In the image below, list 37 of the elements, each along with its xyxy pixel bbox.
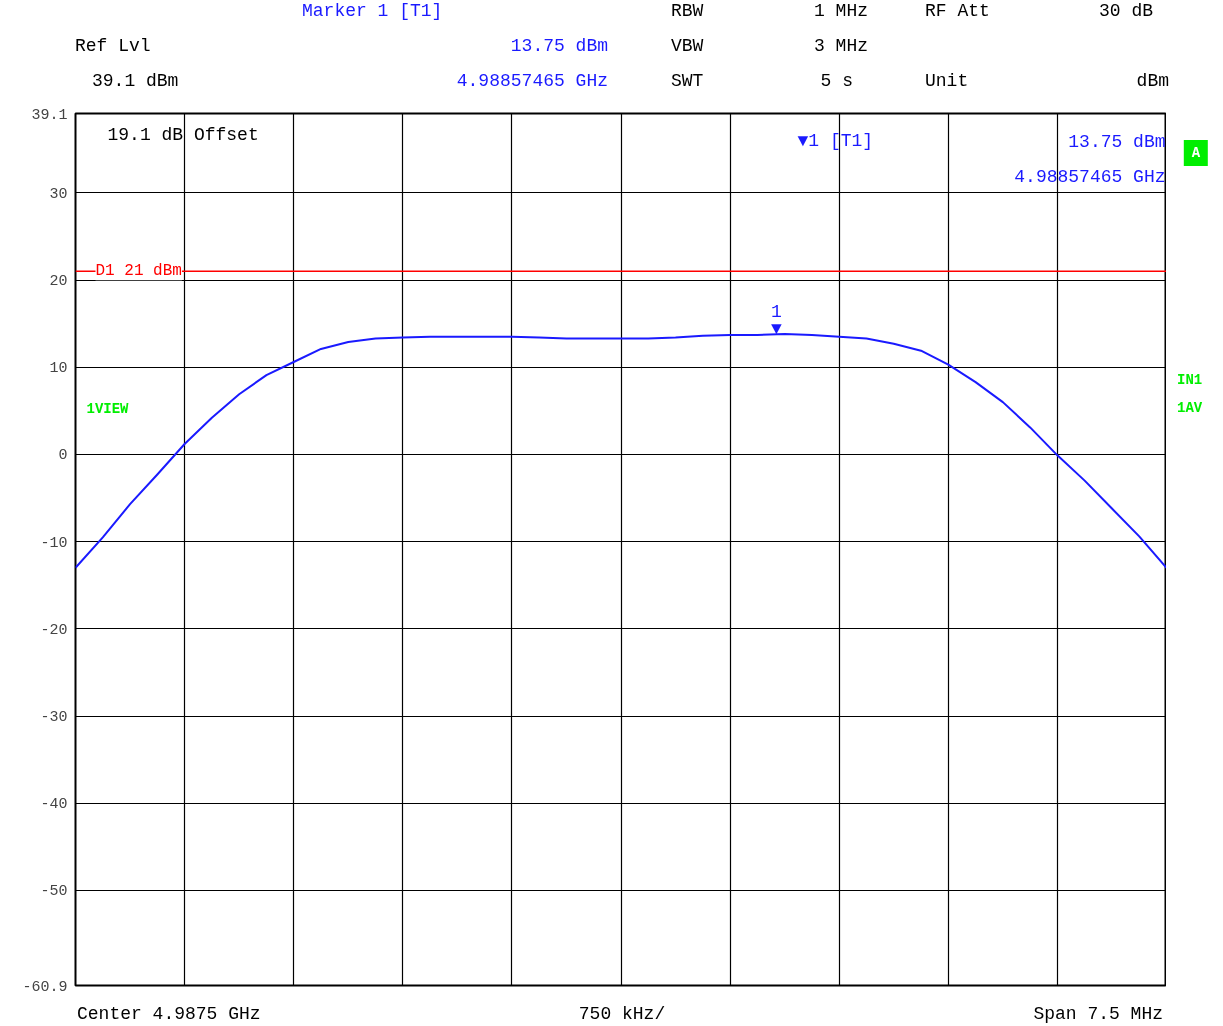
y-tick-label: -60.9	[22, 978, 68, 996]
y-tick-label: -40	[40, 796, 68, 814]
text: dBm	[1136, 70, 1169, 94]
annotation: 19.1 dB Offset	[107, 124, 259, 145]
text: Marker 1 [T1]	[302, 0, 443, 24]
text: 3 MHz	[813, 35, 868, 59]
text: Unit	[925, 70, 969, 94]
text: VBW	[671, 35, 704, 59]
text: Span 7.5 MHz	[1033, 1003, 1163, 1026]
text: 1AV	[1177, 399, 1203, 418]
y-tick-label: 0	[58, 447, 68, 465]
ref-line-label: D1 21 dBm	[95, 262, 182, 281]
text: A	[1183, 140, 1209, 166]
text: 39.1 dBm	[92, 70, 179, 94]
text: RF Att	[925, 0, 990, 24]
line-series	[75, 333, 1166, 569]
y-tick-label: -50	[40, 883, 68, 901]
text: Center 4.9875 GHz	[77, 1003, 261, 1026]
text: IN1	[1177, 371, 1203, 390]
y-tick-label: 30	[49, 185, 68, 203]
text: 4.98857465 GHz	[456, 70, 608, 94]
text: 750 kHz/	[578, 1003, 666, 1026]
y-tick-label: -10	[40, 534, 68, 552]
text: 30 dB	[1098, 0, 1153, 24]
y-tick-label: -30	[40, 709, 68, 727]
annotation: 1VIEW	[86, 400, 130, 417]
y-tick-label: 10	[49, 360, 68, 378]
y-tick-label: -20	[40, 621, 68, 639]
annotation: 1	[771, 301, 782, 322]
y-tick-label: 20	[49, 273, 68, 291]
text: RBW	[671, 0, 704, 24]
text: 13.75 dBm	[510, 35, 608, 59]
text: 5 s	[820, 70, 853, 94]
y-tick-label: 39.1	[31, 106, 68, 124]
text: SWT	[671, 70, 704, 94]
text: 1 MHz	[813, 0, 868, 24]
text: Ref Lvl	[75, 35, 151, 59]
